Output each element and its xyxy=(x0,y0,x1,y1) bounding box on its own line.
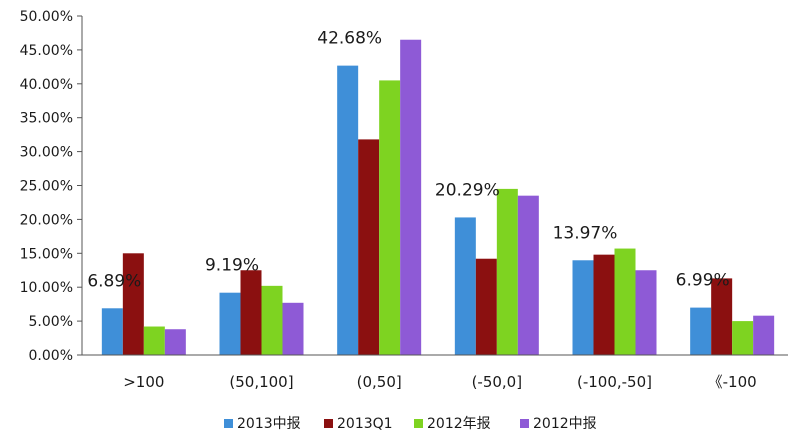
x-tick-label: 《-100 xyxy=(708,373,757,391)
data-label: 9.19% xyxy=(205,256,259,276)
y-axis: 0.00% 5.00% 10.00% 15.00% 20.00% 25.00% 30.00%… xyxy=(20,9,83,364)
bar xyxy=(475,258,497,355)
x-tick-label: (-50,0] xyxy=(472,373,523,391)
bar xyxy=(219,292,241,355)
bar xyxy=(635,270,657,355)
data-label: 13.97% xyxy=(553,223,618,243)
data-label: 6.99% xyxy=(676,271,730,291)
bar xyxy=(122,253,144,355)
x-tick-label: (0,50] xyxy=(357,373,402,391)
legend-swatch xyxy=(520,419,529,428)
data-labels: 6.89% 9.19% 42.68% 20.29% 13.97% 6.99% xyxy=(87,29,729,292)
bar xyxy=(614,248,636,355)
bar xyxy=(496,188,518,355)
data-label: 20.29% xyxy=(435,180,500,200)
bar xyxy=(400,39,422,355)
bar xyxy=(517,195,539,355)
x-tick-label: (-100,-50] xyxy=(577,373,652,391)
x-tick-label: >100 xyxy=(123,373,164,391)
bars xyxy=(101,39,775,355)
data-label: 42.68% xyxy=(317,29,382,49)
bar xyxy=(454,217,476,355)
y-tick-label: 25.00% xyxy=(20,179,73,195)
legend-label: 2013Q1 xyxy=(337,416,393,432)
bar xyxy=(101,308,123,355)
legend-swatch xyxy=(324,419,333,428)
legend-swatch xyxy=(224,419,233,428)
bar xyxy=(337,65,359,355)
bar xyxy=(711,278,733,355)
bar xyxy=(732,321,754,355)
bar xyxy=(690,307,712,355)
legend: 2013中报 2013Q1 2012年报 2012中报 xyxy=(224,416,597,432)
legend-swatch xyxy=(414,419,423,428)
bar xyxy=(164,329,186,355)
y-tick-label: 50.00% xyxy=(20,9,73,25)
x-tick-label: (50,100] xyxy=(229,373,293,391)
bar xyxy=(572,260,594,355)
bar xyxy=(379,80,401,355)
data-label: 6.89% xyxy=(87,271,141,291)
y-tick-label: 5.00% xyxy=(29,314,73,330)
y-tick-label: 30.00% xyxy=(20,145,73,161)
bar xyxy=(593,254,615,355)
bar xyxy=(143,326,165,355)
bar xyxy=(358,139,380,355)
legend-label: 2013中报 xyxy=(237,416,301,432)
y-tick-label: 35.00% xyxy=(20,111,73,127)
bar xyxy=(282,302,304,355)
x-axis: >100 (50,100] (0,50] (-50,0] (-100,-50] 《-100 xyxy=(82,354,788,391)
y-tick-label: 15.00% xyxy=(20,246,73,262)
bar xyxy=(240,270,262,355)
legend-label: 2012中报 xyxy=(533,416,597,432)
y-tick-label: 20.00% xyxy=(20,212,73,228)
bar xyxy=(753,315,775,355)
y-tick-label: 40.00% xyxy=(20,77,73,93)
legend-label: 2012年报 xyxy=(427,416,491,432)
y-tick-label: 10.00% xyxy=(20,280,73,296)
bar xyxy=(261,285,283,355)
y-tick-label: 0.00% xyxy=(29,348,73,364)
y-tick-label: 45.00% xyxy=(20,43,73,59)
